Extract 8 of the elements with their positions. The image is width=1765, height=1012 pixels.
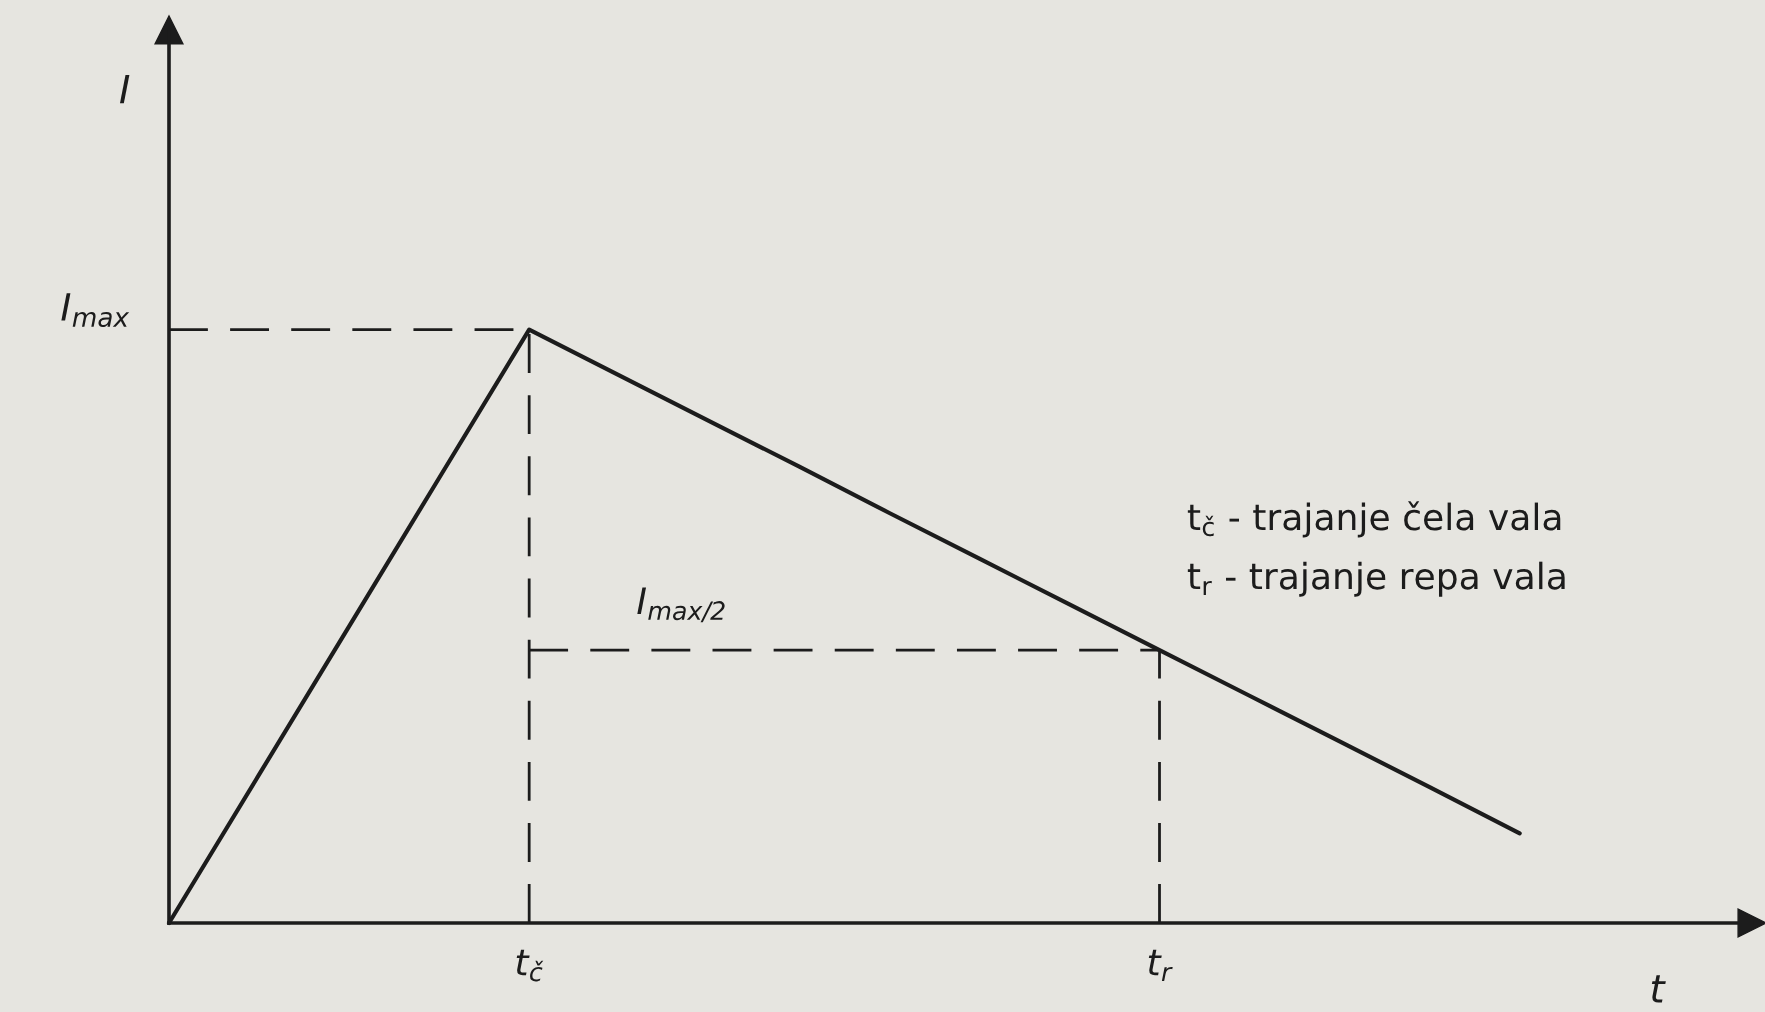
x-tick-label: t$_{č}$ — [516, 949, 544, 982]
ref-line-label: I$_{max/2}$ — [637, 587, 725, 623]
annotation: t$_{č}$ - trajanje čela vala — [1187, 501, 1561, 538]
x-axis-title: t — [1651, 975, 1666, 1003]
x-tick-label: t$_{r}$ — [1148, 949, 1173, 982]
ref-line-label: I$_{max}$ — [61, 293, 130, 328]
annotation: t$_{r}$ - trajanje repa vala — [1187, 561, 1565, 597]
text: I — [119, 74, 130, 104]
